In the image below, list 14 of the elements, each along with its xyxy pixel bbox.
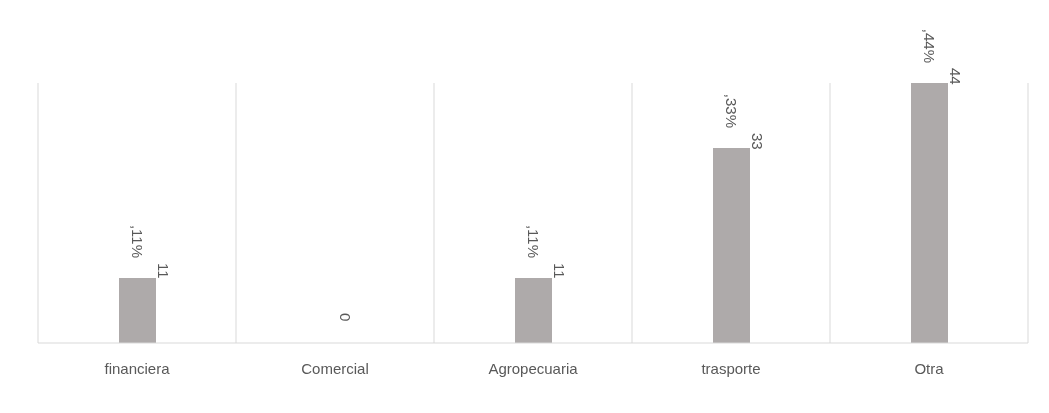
data-label: 0 — [337, 313, 354, 322]
x-tick-label: Comercial — [301, 359, 369, 377]
data-label: 44 — [946, 68, 964, 85]
x-tick-label: financiera — [104, 359, 171, 377]
data-label: 11 — [550, 263, 568, 279]
annotation: ,44% — [921, 28, 938, 63]
x-tick-label: trasporte — [701, 359, 761, 377]
data-label: 33 — [748, 133, 766, 150]
data-label: 11 — [154, 263, 172, 279]
annotation: ,33% — [723, 93, 740, 128]
annotation: ,11% — [525, 224, 542, 258]
annotation: ,11% — [129, 224, 146, 258]
x-tick-label: Otra — [914, 359, 945, 377]
x-tick-label: Agropecuaria — [488, 359, 579, 377]
